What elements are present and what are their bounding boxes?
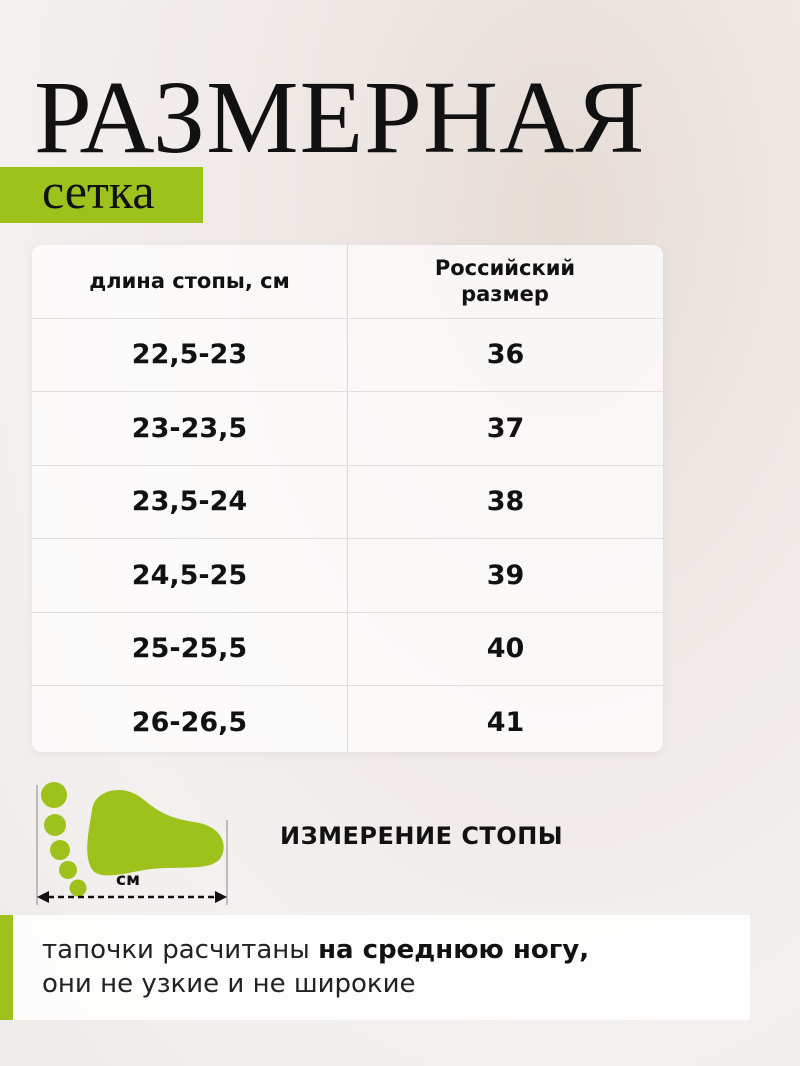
table-row: 25-25,5 40: [32, 612, 663, 686]
foot-icon: [36, 782, 228, 905]
foot-length-cell: 25-25,5: [131, 633, 248, 665]
table-row: 24,5-25 39: [32, 539, 663, 613]
unit-label: см: [116, 870, 140, 890]
table-row: 23-23,5 37: [32, 392, 663, 466]
measure-label: ИЗМЕРЕНИЕ СТОПЫ: [280, 822, 564, 850]
size-cell: 40: [347, 612, 663, 685]
foot-length-cell: 26-26,5: [131, 706, 248, 738]
foot-length-cell: 23,5-24: [131, 486, 248, 518]
subtitle: сетка: [42, 163, 155, 219]
accent-bar: [0, 915, 13, 1020]
table-row: 26-26,5 41: [32, 686, 663, 752]
foot-length-cell: 22,5-23: [131, 339, 248, 371]
size-cell: 38: [347, 465, 663, 538]
size-table: длина стопы, см Российский размер 22,5-2…: [32, 245, 663, 752]
header-foot-length: длина стопы, см: [89, 269, 290, 294]
foot-measure-diagram: см: [34, 770, 234, 910]
note-text: тапочки расчитаны на среднюю ногу, они н…: [42, 933, 589, 1001]
note-line1-bold: на среднюю ногу,: [318, 935, 590, 965]
foot-length-cell: 23-23,5: [131, 412, 248, 444]
note-box: тапочки расчитаны на среднюю ногу, они н…: [0, 915, 750, 1020]
subtitle-band: [0, 167, 203, 223]
note-line1-plain: тапочки расчитаны: [42, 935, 319, 965]
table-header-row: длина стопы, см Российский размер: [32, 245, 663, 319]
table-row: 22,5-23 36: [32, 318, 663, 392]
size-cell: 36: [347, 318, 663, 391]
table-row: 23,5-24 38: [32, 465, 663, 539]
page-title: РАЗМЕРНАЯ: [34, 60, 646, 175]
header-russian-size: Российский размер: [347, 245, 662, 318]
size-cell: 41: [347, 686, 663, 752]
foot-length-cell: 24,5-25: [131, 559, 248, 591]
size-cell: 39: [347, 539, 663, 612]
note-line2: они не узкие и не широкие: [42, 969, 416, 999]
size-cell: 37: [347, 392, 663, 465]
